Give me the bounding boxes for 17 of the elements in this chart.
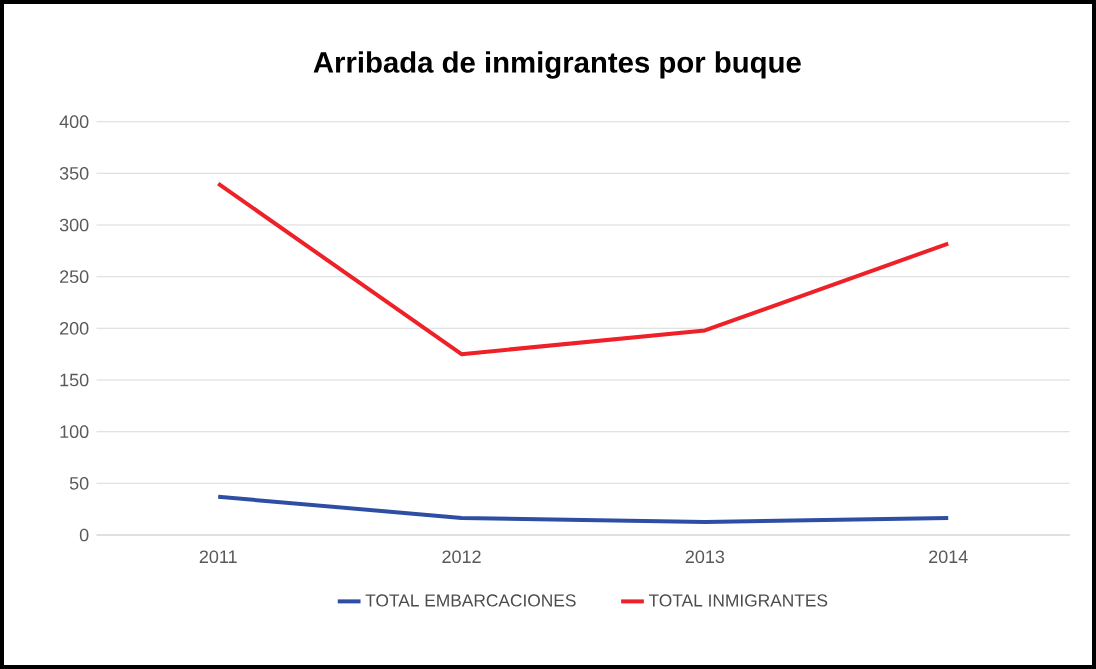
y-tick-label: 200: [60, 321, 89, 335]
x-tick-label: 2012: [442, 550, 481, 564]
x-tick-label: 2013: [685, 550, 725, 564]
y-tick-label: 300: [59, 218, 89, 232]
chart-title: Arribada de inmigrantes por buque: [313, 51, 801, 79]
legend-label: TOTAL EMBARCACIONES: [365, 594, 576, 607]
y-tick-label: 100: [60, 425, 89, 439]
y-tick-label: 0: [79, 528, 89, 542]
y-tick-label: 150: [60, 373, 89, 387]
legend-label: TOTAL INMIGRANTES: [648, 594, 828, 607]
y-tick-label: 350: [59, 166, 89, 180]
y-tick-label: 400: [59, 115, 89, 129]
x-tick-label: 2011: [199, 550, 237, 564]
line-series: [216, 181, 951, 357]
y-tick-label: 50: [69, 476, 89, 490]
x-tick-label: 2014: [929, 550, 968, 564]
y-tick-label: 250: [60, 270, 89, 284]
